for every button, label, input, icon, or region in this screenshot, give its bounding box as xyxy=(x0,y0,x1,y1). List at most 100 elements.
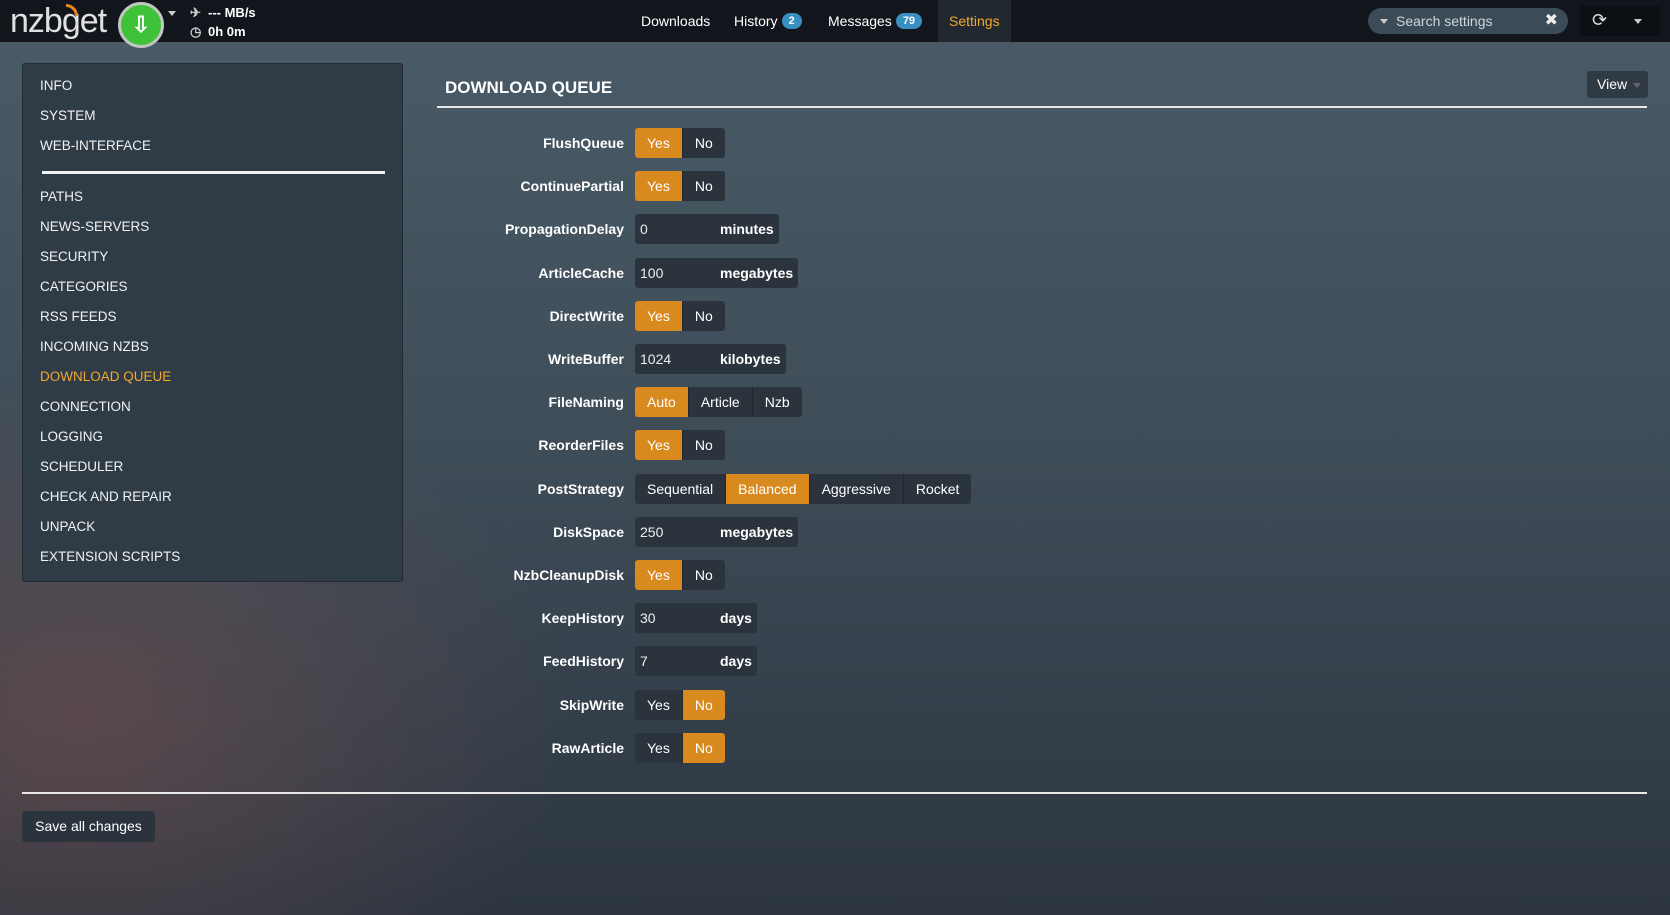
option-balanced[interactable]: Balanced xyxy=(726,473,810,504)
setting-row-rawarticle: RawArticle Yes No xyxy=(437,732,725,763)
bottom-divider xyxy=(22,792,1647,794)
chevron-down-icon[interactable] xyxy=(168,11,176,16)
setting-row-propagationdelay: PropagationDelay 0 minutes xyxy=(437,214,779,245)
setting-row-directwrite: DirectWrite Yes No xyxy=(437,300,725,331)
setting-label: FeedHistory xyxy=(543,653,624,670)
logo[interactable]: nzbget xyxy=(10,2,107,40)
sidebar-item-extension-scripts[interactable]: EXTENSION SCRIPTS xyxy=(40,549,181,564)
option-yes[interactable]: Yes xyxy=(635,430,683,461)
input-value[interactable]: 0 xyxy=(640,221,648,238)
setting-row-nzbcleanupdisk: NzbCleanupDisk Yes No xyxy=(437,560,725,590)
option-yes[interactable]: Yes xyxy=(635,560,683,590)
setting-label: SkipWrite xyxy=(559,696,624,713)
refresh-group: ⟳ xyxy=(1580,6,1660,36)
option-no[interactable]: No xyxy=(682,560,725,590)
option-nzb[interactable]: Nzb xyxy=(752,387,802,418)
sidebar-item-check-and-repair[interactable]: CHECK AND REPAIR xyxy=(40,489,172,504)
setting-row-feedhistory: FeedHistory 7 days xyxy=(437,646,757,677)
option-no[interactable]: No xyxy=(682,430,725,461)
setting-row-continuepartial: ContinuePartial Yes No xyxy=(437,171,725,202)
setting-label: PropagationDelay xyxy=(504,221,624,238)
sidebar-item-security[interactable]: SECURITY xyxy=(40,249,109,264)
unit-label: kilobytes xyxy=(720,351,781,367)
writebuffer-input[interactable]: 1024 kilobytes xyxy=(635,344,786,374)
sidebar-item-incoming-nzbs[interactable]: INCOMING NZBS xyxy=(40,339,149,354)
sidebar-item-logging[interactable]: LOGGING xyxy=(40,429,104,444)
option-sequential[interactable]: Sequential xyxy=(635,473,727,504)
setting-label: WriteBuffer xyxy=(548,351,624,367)
unit-label: days xyxy=(720,610,752,627)
messages-badge: 79 xyxy=(895,13,923,29)
settings-sidebar: INFO SYSTEM WEB-INTERFACE PATHS NEWS-SERVERS… xyxy=(22,63,403,582)
option-no[interactable]: No xyxy=(682,300,725,331)
sidebar-item-scheduler[interactable]: SCHEDULER xyxy=(40,459,124,474)
sidebar-item-connection[interactable]: CONNECTION xyxy=(40,399,131,414)
menu-chevron-icon[interactable] xyxy=(1634,19,1642,24)
propagationdelay-input[interactable]: 0 minutes xyxy=(635,214,779,245)
diskspace-input[interactable]: 250 megabytes xyxy=(635,516,799,547)
option-article[interactable]: Article xyxy=(688,387,753,418)
setting-label: ReorderFiles xyxy=(538,437,624,454)
setting-row-filenaming: FileNaming Auto Article Nzb xyxy=(437,387,802,418)
refresh-icon[interactable]: ⟳ xyxy=(1592,10,1608,30)
download-arrow-icon: ⇩ xyxy=(131,12,151,37)
input-value[interactable]: 7 xyxy=(640,653,648,670)
clock-icon: ◷ xyxy=(190,24,202,39)
unit-label: megabytes xyxy=(720,264,794,281)
option-no[interactable]: No xyxy=(682,171,725,202)
view-button[interactable]: View xyxy=(1587,71,1648,98)
option-yes[interactable]: Yes xyxy=(635,689,683,720)
plane-icon: ✈ xyxy=(190,5,201,20)
tab-history[interactable]: History 2 xyxy=(723,0,813,42)
option-auto[interactable]: Auto xyxy=(635,387,689,418)
setting-label: FileNaming xyxy=(548,394,624,411)
setting-label: FlushQueue xyxy=(543,135,624,151)
input-value[interactable]: 100 xyxy=(640,264,664,281)
setting-label: NzbCleanupDisk xyxy=(513,567,624,583)
setting-label: DirectWrite xyxy=(549,307,624,324)
option-yes[interactable]: Yes xyxy=(635,171,683,202)
chevron-down-icon[interactable] xyxy=(1380,19,1388,24)
tab-messages[interactable]: Messages 79 xyxy=(817,0,933,42)
speed-status[interactable]: ✈ --- MB/s ◷ 0h 0m xyxy=(190,5,256,39)
tab-settings[interactable]: Settings xyxy=(938,0,1011,42)
sidebar-item-paths[interactable]: PATHS xyxy=(40,189,84,204)
setting-row-reorderfiles: ReorderFiles Yes No xyxy=(437,430,725,461)
clear-search-icon[interactable]: ✖ xyxy=(1544,12,1558,29)
setting-label: KeepHistory xyxy=(541,610,624,627)
sidebar-item-unpack[interactable]: UNPACK xyxy=(40,519,96,534)
setting-row-writebuffer: WriteBuffer 1024 kilobytes xyxy=(437,344,786,374)
tab-downloads[interactable]: Downloads xyxy=(641,13,711,29)
sidebar-item-system[interactable]: SYSTEM xyxy=(40,108,96,123)
sidebar-item-download-queue[interactable]: DOWNLOAD QUEUE xyxy=(40,369,172,384)
input-value[interactable]: 250 xyxy=(640,523,664,540)
download-toggle-button[interactable]: ⇩ xyxy=(118,2,164,48)
option-no[interactable]: No xyxy=(682,128,725,158)
keephistory-input[interactable]: 30 days xyxy=(635,603,757,634)
page-title: DOWNLOAD QUEUE xyxy=(445,78,613,97)
setting-row-poststrategy: PostStrategy Sequential Balanced Aggressive… xyxy=(437,473,972,504)
option-rocket[interactable]: Rocket xyxy=(903,473,972,504)
option-yes[interactable]: Yes xyxy=(635,300,683,331)
feedhistory-input[interactable]: 7 days xyxy=(635,646,757,677)
option-yes[interactable]: Yes xyxy=(635,732,683,763)
sidebar-item-info[interactable]: INFO xyxy=(40,78,73,93)
option-aggressive[interactable]: Aggressive xyxy=(809,473,904,504)
sidebar-item-web-interface[interactable]: WEB-INTERFACE xyxy=(40,138,152,153)
search-input[interactable]: Search settings ✖ xyxy=(1368,8,1568,34)
articlecache-input[interactable]: 100 megabytes xyxy=(635,257,799,288)
setting-label: RawArticle xyxy=(551,739,624,756)
save-all-changes-button[interactable]: Save all changes xyxy=(22,811,155,842)
input-value[interactable]: 30 xyxy=(640,610,656,627)
history-badge: 2 xyxy=(781,13,802,29)
setting-label: DiskSpace xyxy=(553,523,624,540)
wifi-icon xyxy=(66,4,78,16)
input-value[interactable]: 1024 xyxy=(640,351,672,367)
sidebar-item-rss-feeds[interactable]: RSS FEEDS xyxy=(40,309,117,324)
sidebar-item-categories[interactable]: CATEGORIES xyxy=(40,279,128,294)
option-no[interactable]: No xyxy=(682,732,725,763)
sidebar-item-news-servers[interactable]: NEWS-SERVERS xyxy=(40,219,150,234)
setting-label: ContinuePartial xyxy=(520,178,624,195)
option-yes[interactable]: Yes xyxy=(635,128,683,158)
option-no[interactable]: No xyxy=(682,689,725,720)
